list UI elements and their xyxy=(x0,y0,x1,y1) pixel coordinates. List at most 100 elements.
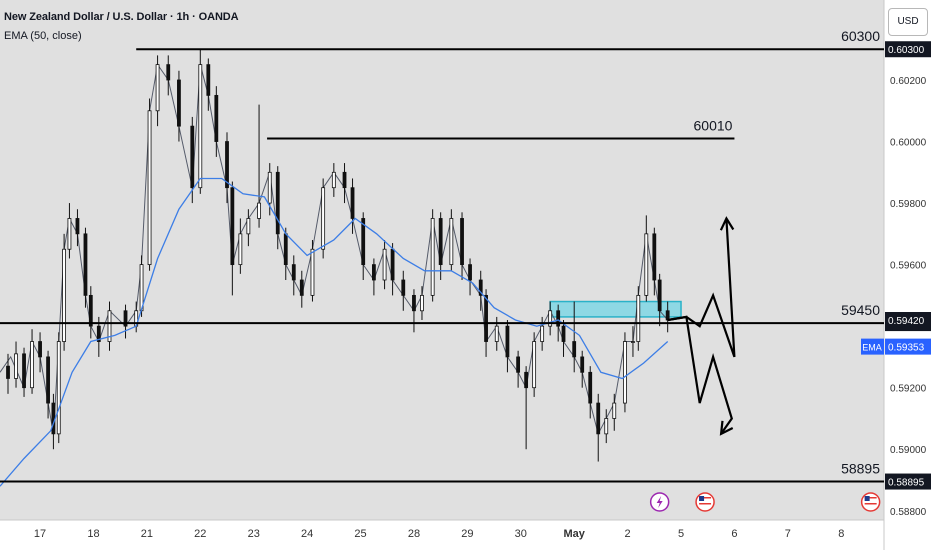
candle[interactable] xyxy=(350,187,355,219)
candle[interactable] xyxy=(604,418,609,435)
candle[interactable] xyxy=(644,233,649,296)
time-tick-label: 21 xyxy=(141,528,153,540)
candle[interactable] xyxy=(46,356,50,404)
candle[interactable] xyxy=(460,218,464,266)
flag-stripe xyxy=(699,506,712,508)
candle[interactable] xyxy=(524,371,529,389)
ema-name-tag xyxy=(861,338,884,355)
bearish-scenario-arrow[interactable] xyxy=(667,315,734,435)
candle[interactable] xyxy=(665,310,670,321)
candle[interactable] xyxy=(572,341,577,358)
candle[interactable] xyxy=(190,125,195,189)
candle[interactable] xyxy=(22,353,26,389)
time-tick-label: 2 xyxy=(625,528,631,540)
candle[interactable] xyxy=(636,294,641,342)
candle[interactable] xyxy=(62,248,66,342)
symbol-title[interactable]: New Zealand Dollar / U.S. Dollar · 1h · … xyxy=(4,11,239,23)
candle[interactable] xyxy=(299,279,304,296)
candle[interactable] xyxy=(214,94,219,142)
candle[interactable] xyxy=(438,218,443,266)
flag-stripe xyxy=(864,497,877,499)
candle[interactable] xyxy=(230,187,235,266)
candle[interactable] xyxy=(532,341,537,389)
candle[interactable] xyxy=(310,248,315,296)
candle[interactable] xyxy=(420,294,424,312)
time-axis[interactable] xyxy=(0,520,884,550)
candle[interactable] xyxy=(361,218,366,266)
flag-canton xyxy=(699,496,705,501)
candle[interactable] xyxy=(206,64,211,96)
current-price-tag xyxy=(885,312,931,328)
time-tick-label: 6 xyxy=(731,528,737,540)
candle[interactable] xyxy=(75,218,80,235)
candle[interactable] xyxy=(412,294,416,312)
candle[interactable] xyxy=(580,356,585,373)
candle[interactable] xyxy=(540,325,545,342)
candle[interactable] xyxy=(283,233,288,266)
candle[interactable] xyxy=(38,341,42,358)
candle[interactable] xyxy=(516,356,521,373)
candle[interactable] xyxy=(225,141,229,189)
candle[interactable] xyxy=(275,171,280,235)
candle[interactable] xyxy=(198,64,203,189)
candle[interactable] xyxy=(107,310,112,342)
flag-stripe xyxy=(699,503,712,505)
candle[interactable] xyxy=(430,218,435,296)
candle[interactable] xyxy=(548,310,553,327)
event-flag-icon[interactable] xyxy=(860,492,881,512)
price-axis[interactable] xyxy=(884,0,932,550)
candle[interactable] xyxy=(652,233,657,281)
candle[interactable] xyxy=(588,371,593,404)
candle[interactable] xyxy=(166,64,171,81)
candle[interactable] xyxy=(51,402,56,435)
candle[interactable] xyxy=(556,310,561,327)
candle[interactable] xyxy=(612,402,617,419)
candle[interactable] xyxy=(478,279,483,296)
candle[interactable] xyxy=(484,294,488,342)
candle[interactable] xyxy=(147,110,152,266)
candle[interactable] xyxy=(56,341,61,435)
flag-stripe xyxy=(864,503,877,505)
candle[interactable] xyxy=(596,402,601,435)
candle[interactable] xyxy=(390,248,395,281)
current-price-text: 0.59420 xyxy=(888,316,925,327)
candle[interactable] xyxy=(561,325,566,342)
candle[interactable] xyxy=(246,218,251,235)
event-flag-icon[interactable] xyxy=(695,492,715,512)
candle[interactable] xyxy=(14,353,18,379)
ema-price-tag xyxy=(885,338,931,355)
candle[interactable] xyxy=(468,264,472,281)
candle[interactable] xyxy=(155,64,160,112)
time-tick-label: 24 xyxy=(301,528,313,540)
candle[interactable] xyxy=(449,218,454,266)
currency-button[interactable]: USD xyxy=(888,8,928,36)
candle[interactable] xyxy=(382,248,387,281)
candle[interactable] xyxy=(505,325,510,358)
lightning-glyph xyxy=(656,496,663,508)
candle[interactable] xyxy=(291,264,296,281)
level-price-tag-text: 0.60300 xyxy=(888,45,925,56)
candle[interactable] xyxy=(257,202,261,219)
candle[interactable] xyxy=(238,233,243,266)
candle[interactable] xyxy=(321,187,326,250)
candle[interactable] xyxy=(267,171,272,204)
candle[interactable] xyxy=(88,294,93,327)
indicator-label[interactable]: EMA (50, close) xyxy=(4,30,82,42)
candle[interactable] xyxy=(30,341,34,389)
candle[interactable] xyxy=(123,310,128,327)
candle[interactable] xyxy=(494,325,499,342)
ema-line[interactable] xyxy=(0,177,669,487)
candle[interactable] xyxy=(401,279,406,296)
candle[interactable] xyxy=(623,341,627,404)
candle[interactable] xyxy=(657,279,662,312)
candle[interactable] xyxy=(177,79,181,127)
candle[interactable] xyxy=(342,171,347,189)
candle[interactable] xyxy=(6,365,10,379)
candle[interactable] xyxy=(371,264,376,281)
candle[interactable] xyxy=(96,325,101,342)
candle[interactable] xyxy=(631,341,635,343)
candle[interactable] xyxy=(331,171,336,189)
candle[interactable] xyxy=(67,218,72,250)
candle[interactable] xyxy=(83,233,88,296)
